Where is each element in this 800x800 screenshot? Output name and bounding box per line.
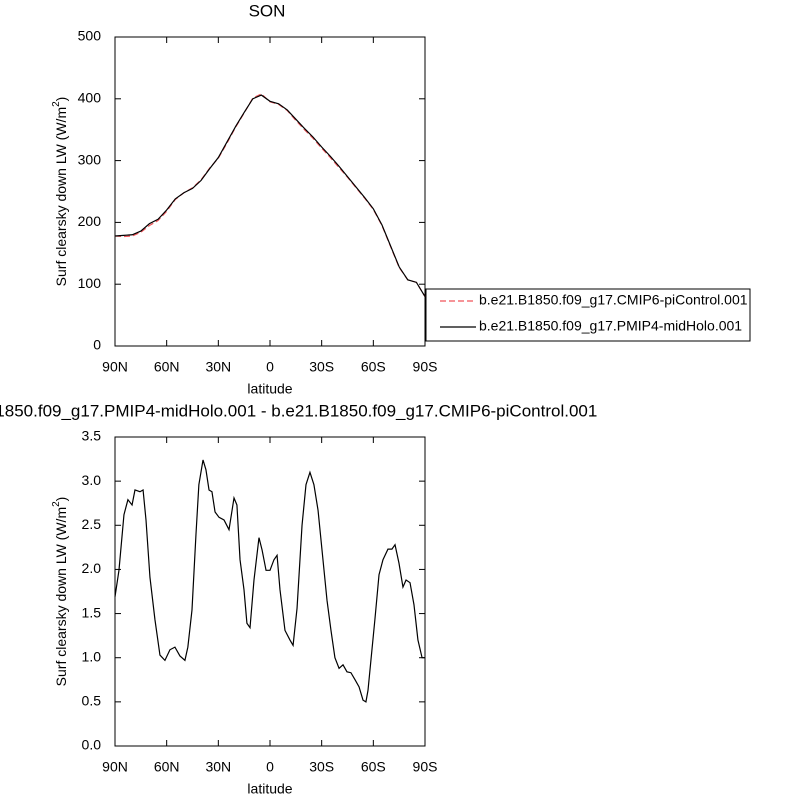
y-tick-label: 3.5	[82, 428, 102, 444]
x-tick-label: 30N	[205, 759, 231, 775]
y-tick-label: 1.0	[82, 648, 102, 664]
y-tick-label: 1.5	[82, 604, 102, 620]
data-line	[114, 94, 426, 297]
y-tick-label: 0.0	[82, 737, 102, 753]
y-tick-label: 2.5	[82, 516, 102, 532]
y-tick-label: 400	[78, 90, 102, 106]
legend-box	[425, 288, 751, 342]
y-axis-label: Surf clearsky down LW (W/m2)	[51, 97, 69, 287]
y-axis-label-text: Surf clearsky down LW (W/m	[53, 107, 69, 286]
legend-label: b.e21.B1850.f09_g17.PMIP4-midHolo.001	[479, 318, 742, 334]
data-line	[114, 93, 426, 297]
x-axis-label: latitude	[247, 381, 292, 397]
y-tick-label: 100	[78, 275, 102, 291]
x-tick-label: 30S	[309, 359, 334, 375]
y-tick-label: 300	[78, 151, 102, 167]
x-tick-label: 60N	[154, 759, 180, 775]
x-axis-label: latitude	[247, 781, 292, 797]
x-tick-label: 30N	[205, 359, 231, 375]
y-axis-label: Surf clearsky down LW (W/m2)	[51, 497, 69, 687]
x-tick-label: 60N	[154, 359, 180, 375]
chart-title: b.e21.B1850.f09_g17.PMIP4-midHolo.001 - …	[0, 401, 597, 420]
x-tick-label: 0	[266, 359, 274, 375]
x-tick-label: 90N	[102, 759, 128, 775]
x-tick-label: 60S	[361, 759, 386, 775]
chart-title: SON	[249, 1, 286, 20]
x-tick-label: 30S	[309, 759, 334, 775]
y-tick-label: 2.0	[82, 560, 102, 576]
legend-label: b.e21.B1850.f09_g17.CMIP6-piControl.001	[479, 292, 748, 308]
y-tick-label: 0	[93, 337, 101, 353]
y-axis-label-sup: 2	[51, 501, 62, 507]
y-axis-label-end: )	[53, 497, 69, 502]
y-axis-label-sup: 2	[51, 101, 62, 107]
x-tick-label: 90S	[413, 759, 438, 775]
plot-frame	[114, 36, 426, 347]
y-tick-label: 500	[78, 28, 102, 44]
x-tick-label: 0	[266, 759, 274, 775]
x-tick-label: 60S	[361, 359, 386, 375]
y-axis-label-end: )	[53, 97, 69, 102]
x-tick-label: 90N	[102, 359, 128, 375]
y-tick-label: 3.0	[82, 472, 102, 488]
x-tick-label: 90S	[413, 359, 438, 375]
data-line	[114, 459, 425, 703]
y-axis-label-text: Surf clearsky down LW (W/m	[53, 507, 69, 686]
plot-frame	[114, 436, 426, 747]
y-tick-label: 200	[78, 213, 102, 229]
y-tick-label: 0.5	[82, 693, 102, 709]
